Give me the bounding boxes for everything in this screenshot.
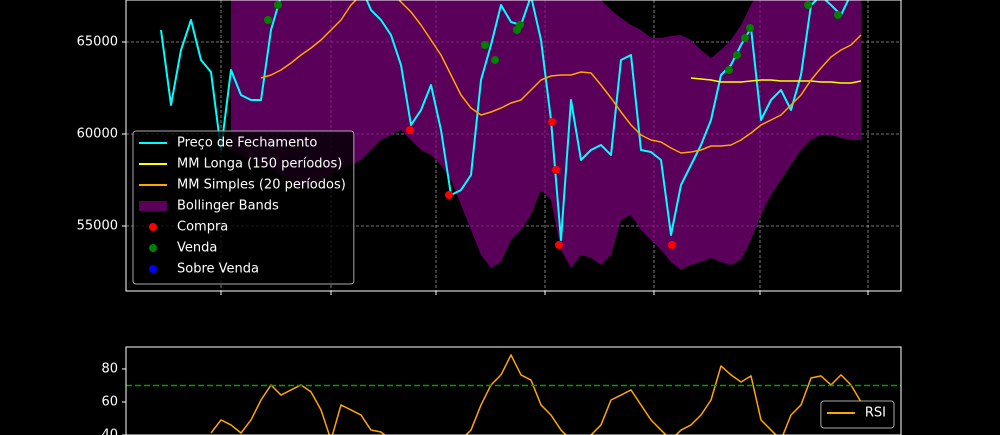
y-tick-label: 80 bbox=[101, 361, 118, 376]
legend: RSI bbox=[820, 400, 895, 429]
y-tick-label: 60000 bbox=[77, 127, 118, 142]
legend-label: Preço de Fechamento bbox=[177, 136, 317, 151]
legend-handle bbox=[149, 244, 157, 252]
legend-box bbox=[132, 130, 355, 285]
legend-label: RSI bbox=[865, 406, 886, 421]
legend-label: Compra bbox=[177, 220, 228, 235]
bollinger-band bbox=[231, 0, 861, 271]
y-tick-label: 60 bbox=[101, 394, 118, 409]
axes-frame bbox=[125, 0, 902, 292]
axes-frame bbox=[125, 346, 902, 435]
signal-point bbox=[834, 11, 842, 20]
legend-label: MM Simples (20 períodos) bbox=[177, 178, 346, 193]
y-tick-label: 65000 bbox=[77, 35, 118, 50]
signal-point bbox=[746, 24, 754, 33]
signal-point bbox=[406, 126, 414, 135]
legend-handle bbox=[149, 265, 157, 273]
series-line bbox=[690, 77, 862, 84]
signal-point bbox=[548, 118, 556, 127]
signal-point bbox=[733, 51, 741, 60]
signal-point bbox=[274, 1, 282, 10]
signal-point bbox=[555, 241, 563, 250]
signal-point bbox=[668, 241, 676, 250]
legend: Preço de Fechamento MM Longa (150 período… bbox=[132, 130, 355, 285]
signal-point bbox=[804, 1, 812, 10]
legend-items: RSI bbox=[826, 406, 886, 421]
y-tick-label: 40 bbox=[101, 428, 118, 435]
signal-point bbox=[516, 21, 524, 30]
legend-box bbox=[820, 400, 895, 429]
signal-point bbox=[481, 41, 489, 50]
series-line bbox=[260, 0, 862, 154]
signal-point bbox=[445, 190, 453, 199]
legend-label: Sobre Venda bbox=[177, 262, 259, 277]
legend-label: Venda bbox=[177, 241, 217, 256]
legend-label: MM Longa (150 períodos) bbox=[177, 157, 342, 172]
legend-items: Preço de Fechamento MM Longa (150 período… bbox=[139, 136, 346, 277]
signal-point bbox=[741, 34, 749, 43]
signal-point bbox=[552, 165, 560, 174]
y-tick-label: 55000 bbox=[77, 218, 118, 233]
series-line bbox=[210, 354, 862, 435]
legend-handle bbox=[139, 201, 167, 211]
signal-point bbox=[491, 55, 499, 64]
plot-area bbox=[126, 354, 901, 435]
legend-handle bbox=[149, 223, 157, 231]
signal-point bbox=[264, 15, 272, 24]
legend-label: Bollinger Bands bbox=[177, 199, 279, 214]
signal-point bbox=[725, 66, 733, 75]
